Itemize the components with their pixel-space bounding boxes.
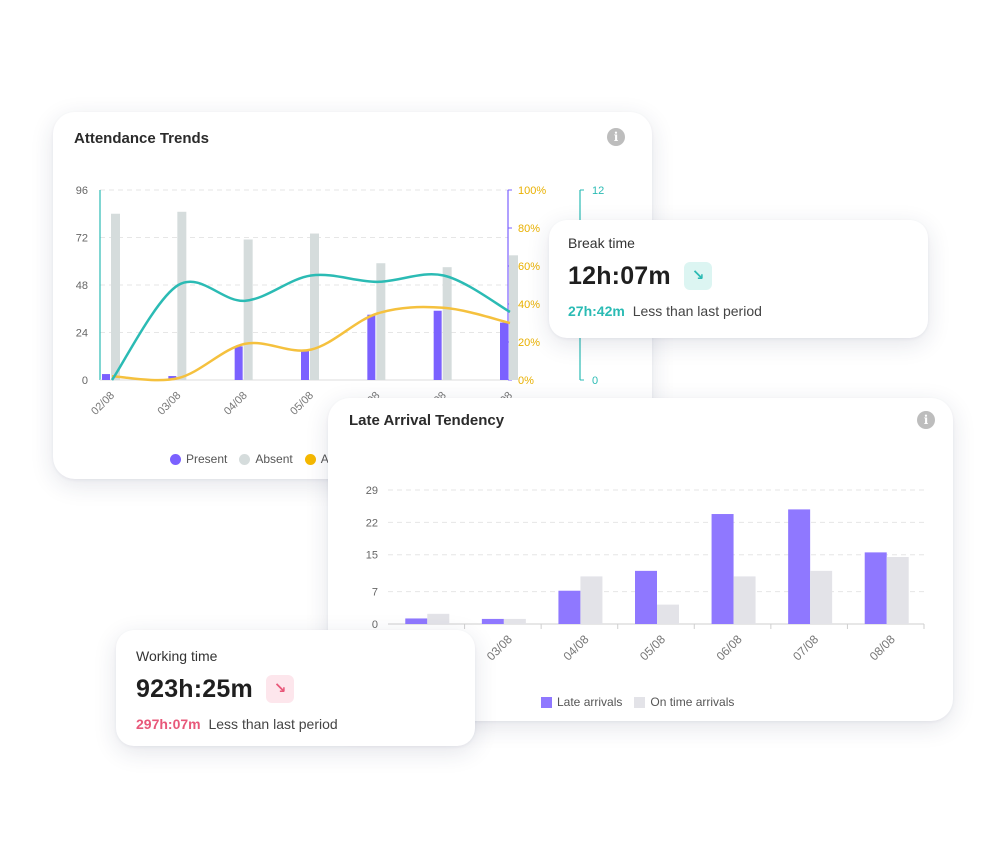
legend-item[interactable]: Present	[170, 452, 227, 466]
card-title: Late Arrival Tendency	[349, 412, 505, 429]
x-tick-label: 03/08	[156, 390, 184, 418]
bar-present	[500, 322, 508, 380]
legend-marker	[304, 453, 316, 465]
y-right2-tick-label: 0	[592, 375, 598, 387]
bar-late	[481, 618, 504, 624]
stat-label: Break time	[568, 235, 635, 251]
bar-present	[102, 374, 110, 380]
stat-compare: 27h:42m Less than last period	[568, 303, 762, 319]
bar-absent	[376, 263, 386, 380]
y-tick-label: 0	[82, 375, 88, 387]
x-tick-label: 03/08	[484, 632, 515, 663]
legend-label: Late arrivals	[557, 695, 623, 709]
legend-label: On time arrivals	[650, 695, 735, 709]
y-right2-tick-label: 12	[592, 185, 604, 197]
bar-late	[788, 509, 811, 624]
bar-ontime	[886, 557, 909, 624]
y-right-tick-label: 60%	[518, 261, 540, 273]
bar-late	[711, 514, 734, 624]
bar-ontime	[733, 576, 756, 624]
x-tick-label: 02/08	[89, 390, 117, 418]
y-right-tick-label: 100%	[518, 185, 546, 197]
working-time-card: Working time 923h:25m ↘ 297h:07m Less th…	[116, 630, 475, 746]
bar-present	[234, 346, 243, 380]
y-tick-label: 22	[366, 517, 378, 529]
trend-down-icon: ↘	[684, 262, 712, 290]
bar-present	[433, 310, 442, 380]
legend-label: A	[320, 452, 329, 466]
x-tick-label: 05/08	[288, 390, 316, 418]
bar-absent	[243, 239, 253, 380]
stat-delta: 27h:42m	[568, 303, 625, 319]
y-tick-label: 24	[76, 328, 88, 340]
legend-marker	[170, 453, 181, 465]
info-icon[interactable]: i	[917, 411, 935, 429]
trend-down-icon: ↘	[266, 675, 294, 703]
stat-value: 12h:07m	[568, 262, 671, 290]
bar-absent	[177, 211, 187, 380]
bar-late	[864, 552, 887, 624]
x-tick-label: 08/08	[867, 632, 898, 663]
bar-ontime	[657, 604, 679, 624]
info-icon[interactable]: i	[607, 128, 625, 146]
y-right-tick-label: 0%	[518, 375, 534, 387]
stat-compare-text: Less than last period	[208, 716, 338, 732]
legend-marker	[239, 453, 251, 465]
y-tick-label: 7	[372, 587, 378, 599]
bar-ontime	[810, 570, 833, 624]
legend-item[interactable]: Absent	[239, 452, 293, 466]
bar-ontime	[427, 613, 450, 624]
y-tick-label: 15	[366, 550, 378, 562]
bar-absent	[310, 233, 319, 380]
y-right-tick-label: 40%	[518, 299, 540, 311]
legend-item[interactable]: Late arrivals	[541, 695, 622, 709]
y-tick-label: 72	[76, 233, 88, 245]
bar-ontime	[503, 618, 526, 624]
bar-absent	[111, 213, 120, 380]
x-tick-label: 06/08	[714, 632, 745, 663]
bar-late	[635, 570, 657, 624]
legend-marker	[541, 696, 552, 708]
bar-present	[367, 314, 376, 380]
y-tick-label: 96	[76, 185, 88, 197]
bar-present	[301, 350, 309, 380]
stat-value: 923h:25m	[136, 675, 253, 703]
bar-late	[558, 590, 581, 624]
x-tick-label: 07/08	[790, 632, 821, 663]
series-line-teal	[110, 273, 511, 381]
legend-item[interactable]: On time arrivals	[634, 695, 734, 709]
legend-marker	[634, 696, 646, 708]
y-tick-label: 0	[372, 619, 378, 631]
bar-late	[405, 618, 428, 624]
card-title: Attendance Trends	[74, 130, 210, 147]
chart-legend: Present Absent A	[170, 452, 341, 466]
legend-label: Present	[186, 452, 228, 466]
bar-ontime	[580, 576, 603, 624]
x-tick-label: 05/08	[637, 632, 668, 663]
legend-item[interactable]: A	[304, 452, 329, 466]
x-tick-label: 04/08	[560, 632, 591, 663]
stat-label: Working time	[136, 648, 218, 664]
chart-legend: Late arrivals On time arrivals	[541, 695, 746, 709]
series-line-yellow	[111, 305, 511, 382]
bar-absent	[509, 255, 518, 380]
stat-compare: 297h:07m Less than last period	[136, 716, 338, 732]
legend-label: Absent	[255, 452, 293, 466]
stat-delta: 297h:07m	[136, 716, 201, 732]
stat-compare-text: Less than last period	[632, 303, 762, 319]
x-tick-label: 04/08	[222, 390, 250, 418]
y-right-tick-label: 80%	[518, 223, 540, 235]
break-time-card: Break time 12h:07m ↘ 27h:42m Less than l…	[549, 220, 928, 338]
y-right-tick-label: 20%	[518, 337, 540, 349]
bar-absent	[442, 267, 452, 380]
y-tick-label: 48	[76, 280, 88, 292]
y-tick-label: 29	[366, 485, 378, 497]
